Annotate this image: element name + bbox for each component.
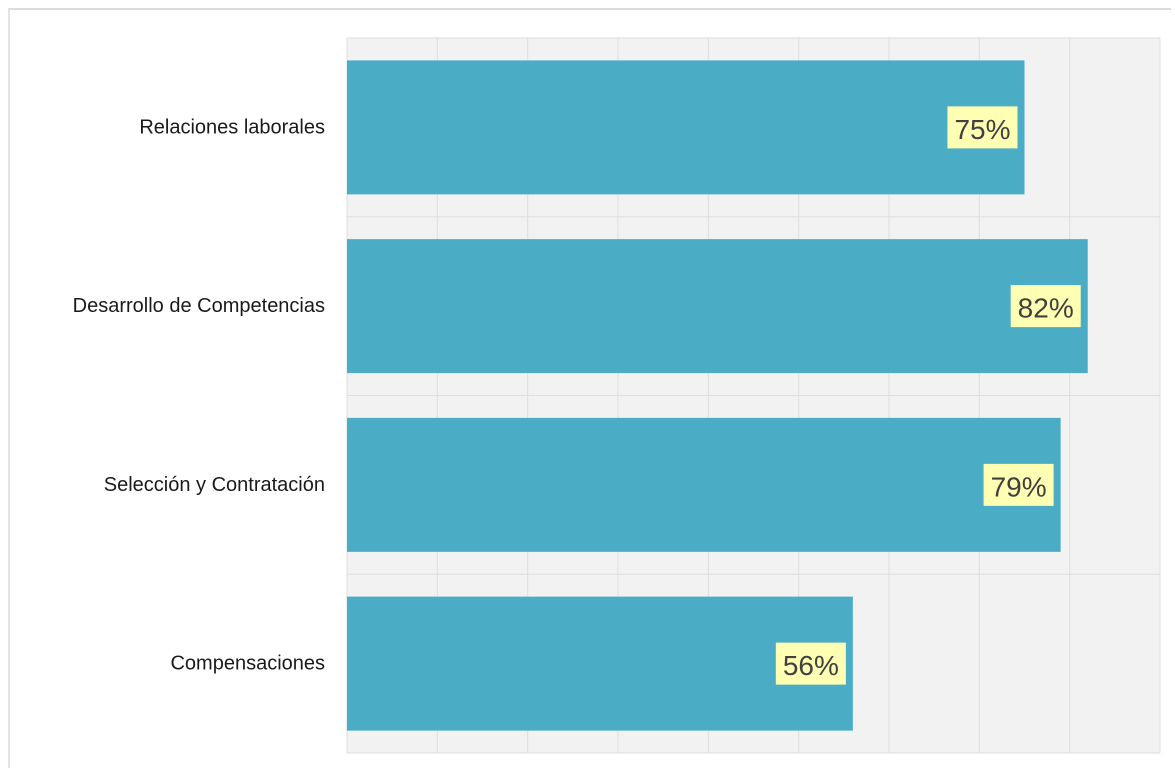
category-label: Desarrollo de Competencias [73, 295, 325, 317]
data-label: 56% [775, 642, 846, 685]
data-label-box [947, 106, 1018, 149]
category-label: Selección y Contratación [104, 474, 325, 496]
bars [347, 60, 1088, 731]
data-label: 82% [1010, 285, 1081, 328]
data-label-text: 75% [954, 114, 1010, 145]
data-label: 79% [983, 463, 1054, 506]
data-label-box [775, 642, 846, 685]
data-labels: 75% 82% 79% 56% [775, 106, 1081, 685]
bar [347, 60, 1025, 195]
category-label: Relaciones laborales [139, 116, 325, 138]
data-label-text: 79% [991, 471, 1047, 502]
data-label-text: 56% [783, 650, 839, 681]
category-label: Compensaciones [170, 653, 325, 675]
bar [347, 596, 853, 731]
data-label-text: 82% [1018, 293, 1074, 324]
data-label: 75% [947, 106, 1018, 149]
data-label-box [983, 463, 1054, 506]
bar [347, 417, 1061, 552]
bar [347, 239, 1088, 374]
category-labels: Relaciones laborales Desarrollo de Compet… [73, 116, 325, 674]
data-label-box [1010, 285, 1081, 328]
